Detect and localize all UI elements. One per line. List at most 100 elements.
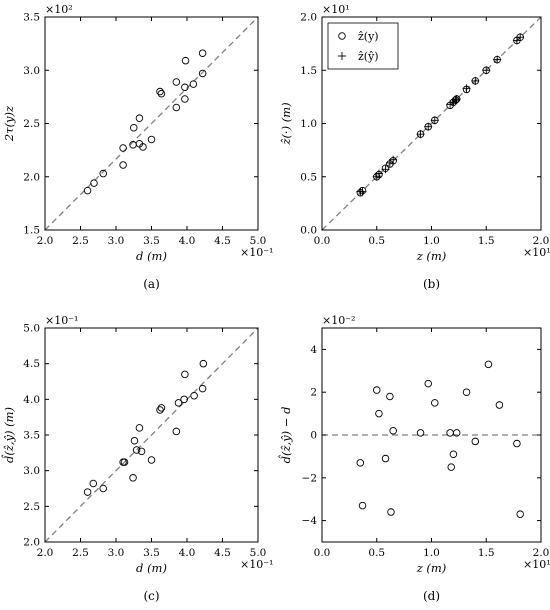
y-tick-label: 0 (310, 430, 317, 442)
data-point-plus (462, 84, 471, 93)
y-tick-label: 1.5 (23, 225, 40, 237)
y-tick-label: 4 (310, 344, 317, 356)
y-tick-label: 3.0 (23, 65, 40, 77)
data-point-circle (375, 409, 383, 418)
data-point-circle (130, 436, 139, 445)
y-axis-multiplier: ×10¹ (322, 3, 350, 16)
x-tick-label: 5.0 (250, 235, 267, 247)
reference-line (45, 17, 258, 230)
data-point-plus (430, 116, 439, 125)
y-tick-label: 2.5 (23, 501, 40, 513)
y-tick-label: 3.5 (23, 430, 40, 442)
data-point-circle (99, 169, 107, 178)
y-axis-multiplier: ×10⁻² (322, 314, 355, 327)
data-point-circle (129, 474, 137, 482)
data-point-circle (452, 429, 461, 437)
legend-entry-label: ẑ(ŷ) (358, 50, 379, 63)
data-point-plus (451, 96, 460, 105)
chart-panel-3: 2.0 2.5 3.0 3.5 4.0 4.5 5.0 2.0 2.5 3.0 3.5 4.0 4.5 5… (2, 314, 274, 603)
x-tick-label: 2.0 (533, 547, 550, 559)
x-tick-label: 5.0 (250, 547, 267, 559)
x-tick-label: 3.5 (143, 235, 160, 247)
x-tick-label: 1.0 (423, 235, 440, 247)
data-point-circle (174, 399, 183, 407)
data-point-circle (83, 488, 92, 496)
data-point-circle (449, 450, 458, 459)
x-tick-label: 2.5 (72, 547, 89, 559)
data-point-circle (172, 427, 181, 436)
x-tick-label: 2.0 (37, 235, 54, 247)
data-point-circle (147, 456, 156, 464)
data-point-circle (358, 501, 367, 510)
data-point-circle (181, 56, 190, 65)
reference-line (45, 328, 258, 542)
data-point-circle (189, 80, 198, 88)
data-point-plus (416, 130, 425, 139)
data-point-circle (157, 404, 166, 412)
y-axis-multiplier: ×10⁻¹ (45, 314, 78, 327)
x-tick-label: 4.0 (179, 547, 196, 559)
data-point-circle (447, 463, 455, 471)
data-point-plus (471, 76, 480, 85)
data-point-circle (157, 89, 166, 98)
data-point-circle (373, 386, 381, 394)
x-tick-label: 0.0 (314, 547, 331, 559)
data-point-plus (385, 158, 394, 167)
x-axis-label: d (m) (136, 249, 167, 263)
x-tick-label: 1.5 (478, 235, 495, 247)
data-point-circle (156, 87, 164, 96)
data-point-circle (83, 186, 92, 195)
data-point-circle (135, 114, 144, 122)
chart-panel-2: 0.0 0.5 1.0 1.5 2.00.00.51.01.52.0×10¹×10¹z … (279, 3, 550, 291)
data-point-circle (119, 161, 127, 169)
y-tick-label: 0.0 (300, 225, 317, 237)
data-point-circle (180, 395, 188, 404)
y-tick-label: 5.0 (23, 323, 40, 335)
data-point-circle (147, 135, 156, 144)
data-point-circle (135, 424, 144, 432)
y-axis-label: ẑ(·) (m) (279, 102, 293, 145)
y-axis-label: d̂(ẑ,ŷ) (m) (2, 407, 16, 463)
chart-panel-4: 0.0 0.5 1.0 1.5 2.0 −4 −2 0 2 4 ×10⁻² ×10¹ z (m) d̂(ẑ… (279, 314, 550, 603)
y-tick-label: 3.5 (23, 12, 40, 24)
data-point-circle (387, 508, 395, 516)
panel-label: (d) (423, 589, 440, 603)
data-point-circle (181, 370, 189, 379)
data-point-circle (516, 510, 524, 518)
data-point-circle (389, 426, 397, 435)
data-point-plus (516, 33, 525, 42)
y-tick-label: 1.5 (300, 65, 317, 77)
x-tick-label: 4.5 (214, 547, 231, 559)
y-tick-label: 2.0 (300, 12, 317, 24)
data-point-plus (446, 100, 455, 109)
legend-box (327, 22, 399, 70)
x-tick-label: 4.5 (214, 235, 231, 247)
data-point-plus (424, 122, 433, 131)
x-axis-label: d (m) (136, 561, 167, 575)
data-point-circle (199, 359, 208, 368)
reference-line (322, 17, 541, 230)
x-tick-label: 3.0 (108, 547, 125, 559)
data-point-circle (172, 103, 181, 112)
y-tick-label: 2 (310, 387, 317, 399)
data-point-circle (513, 439, 521, 448)
y-tick-label: 3.0 (23, 465, 40, 477)
legend: ẑ(y) ẑ(ŷ) (327, 22, 399, 70)
data-point-circle (132, 446, 141, 454)
data-point-plus (452, 95, 461, 104)
y-tick-label: 4.5 (23, 358, 40, 370)
data-point-plus (358, 187, 367, 196)
data-point-circle (139, 143, 147, 151)
x-tick-label: 2.0 (533, 235, 550, 247)
y-axis-label: 2τ(y)z (2, 105, 16, 142)
data-point-circle (181, 83, 189, 92)
data-point-circle (356, 459, 365, 467)
data-point-circle (495, 401, 504, 409)
x-axis-multiplier: ×10¹ (523, 558, 550, 571)
data-point-circle (198, 384, 207, 393)
panel-label: (c) (143, 589, 159, 603)
y-tick-label: 2.0 (23, 171, 40, 183)
data-point-circle (156, 406, 164, 414)
y-axis-multiplier: ×10² (45, 3, 73, 16)
